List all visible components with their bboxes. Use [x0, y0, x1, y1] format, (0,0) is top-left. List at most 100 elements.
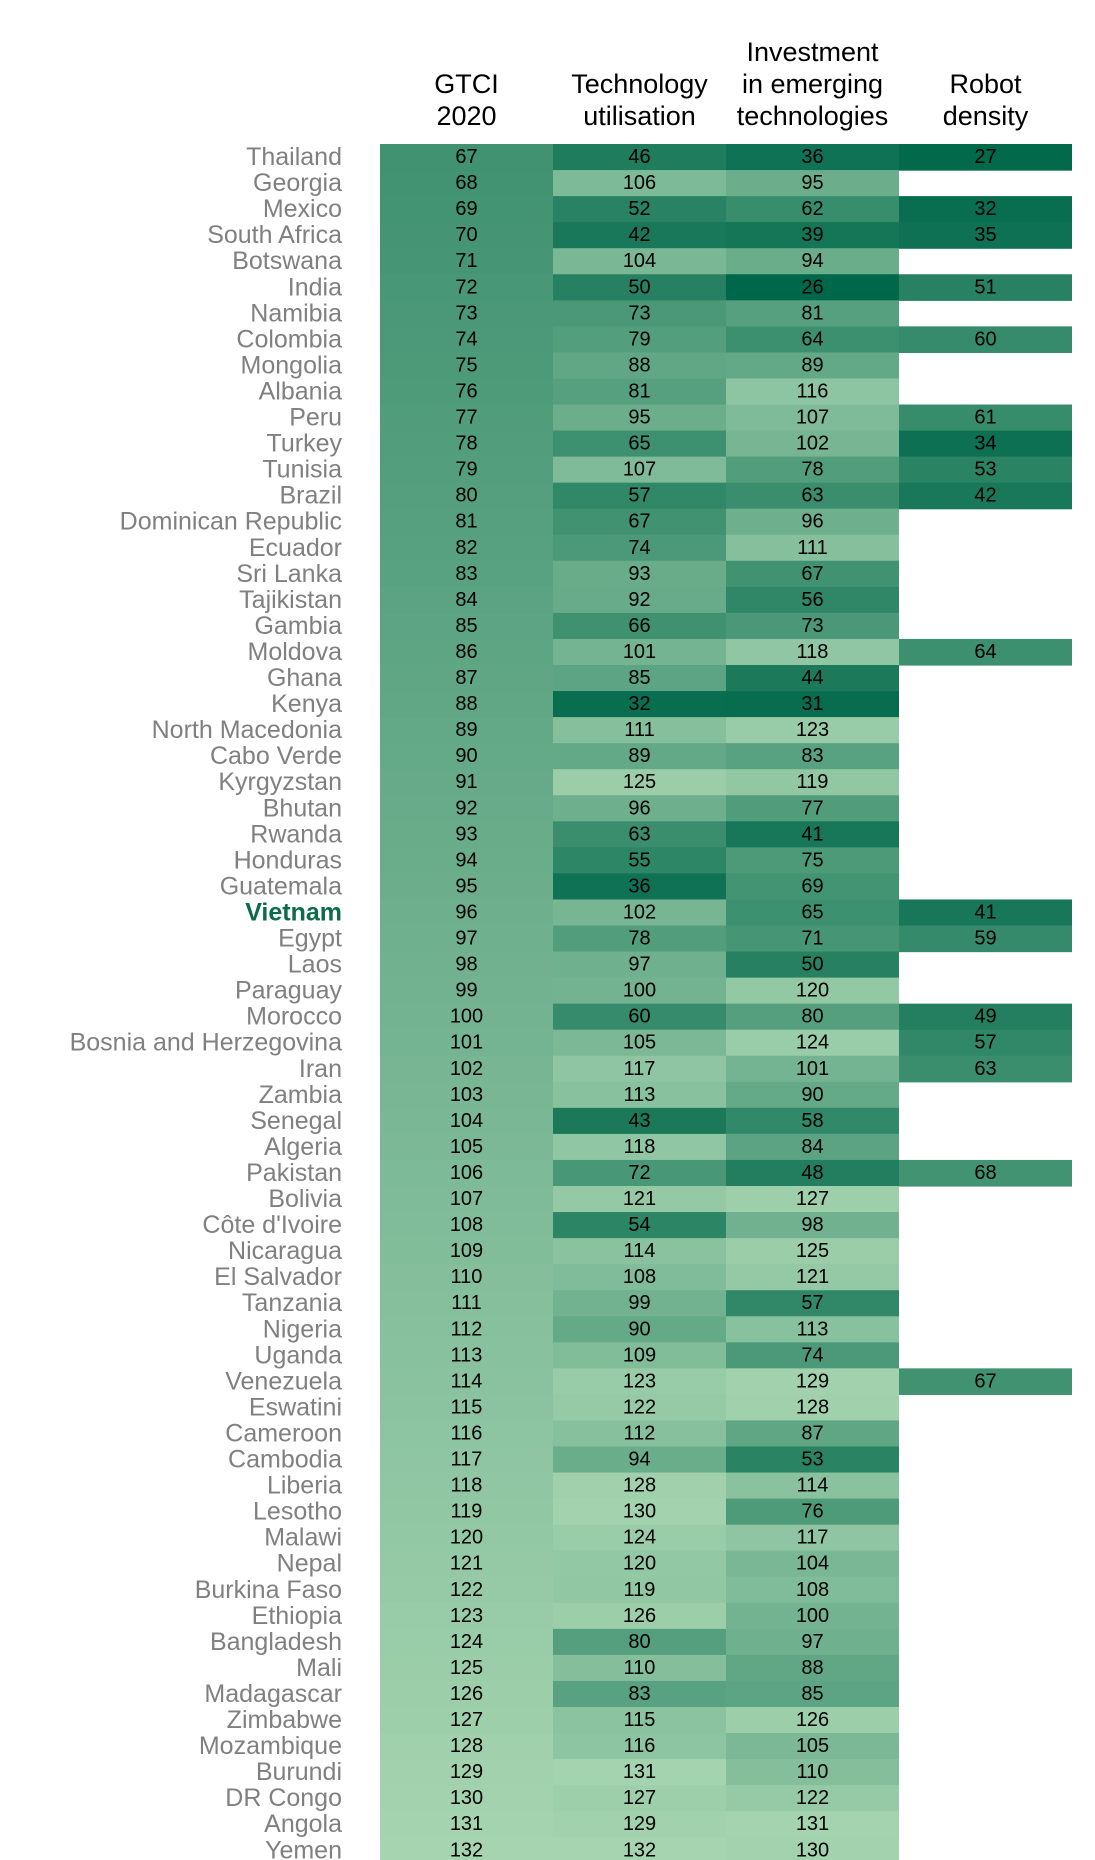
heat-cell-inv [726, 1811, 899, 1838]
country-label: Uganda [254, 1341, 342, 1369]
cell-value-robot: 27 [974, 146, 996, 168]
cell-value-inv: 98 [801, 1214, 823, 1236]
country-label: Rwanda [250, 820, 342, 848]
heat-cell-inv [726, 1029, 899, 1057]
cell-value-inv: 48 [801, 1162, 823, 1184]
heat-cell-inv [726, 1576, 899, 1604]
cell-value-tech: 111 [624, 719, 654, 741]
heat-cell-gtci [380, 508, 553, 536]
table-row: Ghana 87 85 44 [267, 664, 899, 692]
cell-value-tech: 123 [623, 1370, 656, 1392]
heat-cell-inv [726, 925, 899, 953]
cell-value-gtci: 84 [455, 589, 477, 611]
cell-value-robot: 63 [974, 1058, 996, 1080]
heat-cell-tech [553, 1785, 726, 1812]
country-label: Tajikistan [239, 586, 342, 614]
heat-cell-tech [553, 456, 726, 484]
table-row: Liberia 118 128 114 [267, 1472, 899, 1500]
cell-value-inv: 53 [801, 1449, 823, 1471]
table-row: Paraguay 99 100 120 [235, 977, 899, 1005]
heat-cell-tech [553, 1029, 726, 1057]
cell-value-inv: 76 [801, 1501, 823, 1523]
heat-cell-gtci [380, 1003, 553, 1031]
column-header-line: 2020 [436, 101, 496, 131]
cell-value-gtci: 100 [450, 1006, 483, 1028]
heat-cell-gtci [380, 1811, 553, 1838]
heat-cell-inv [726, 977, 899, 1005]
cell-value-tech: 121 [623, 1188, 656, 1210]
table-row: Burundi 129 131 110 [256, 1758, 899, 1786]
cell-value-inv: 131 [796, 1813, 829, 1835]
country-label: Tunisia [262, 456, 342, 484]
cell-value-gtci: 71 [455, 250, 477, 272]
table-row: Venezuela 114 123 129 67 [225, 1367, 1072, 1395]
heat-cell-tech [553, 378, 726, 406]
cell-value-tech: 90 [628, 1318, 650, 1340]
heat-cell-robot [899, 274, 1072, 301]
heat-cell-inv [726, 1081, 899, 1109]
cell-value-tech: 60 [628, 1006, 650, 1028]
cell-value-gtci: 94 [455, 849, 477, 871]
heat-cell-tech [553, 1055, 726, 1083]
country-label: Malawi [264, 1524, 342, 1552]
cell-value-gtci: 89 [455, 719, 477, 741]
country-label: Morocco [246, 1003, 342, 1031]
column-header-line: in emerging [742, 69, 883, 99]
heat-cell-robot [899, 1003, 1072, 1031]
country-label: Bhutan [263, 794, 342, 822]
cell-value-inv: 77 [801, 797, 823, 819]
heat-cell-inv [726, 1368, 899, 1395]
cell-value-inv: 101 [796, 1058, 829, 1080]
cell-value-tech: 131 [623, 1761, 656, 1783]
table-row: Colombia 74 79 64 60 [236, 325, 1072, 353]
heat-cell-tech [553, 534, 726, 562]
heat-cell-tech [553, 821, 726, 848]
heat-cell-inv [726, 1524, 899, 1552]
country-label: Mongolia [241, 351, 343, 379]
cell-value-inv: 110 [797, 1761, 829, 1783]
cell-value-gtci: 104 [450, 1110, 483, 1132]
cell-value-tech: 94 [628, 1449, 650, 1471]
cell-value-inv: 117 [797, 1527, 829, 1549]
cell-value-tech: 72 [628, 1162, 650, 1184]
country-label: Senegal [250, 1107, 342, 1135]
cell-value-inv: 100 [796, 1605, 829, 1627]
heat-cell-tech [553, 1654, 726, 1682]
cell-value-gtci: 67 [455, 146, 477, 168]
table-row: Honduras 94 55 75 [234, 846, 899, 874]
heat-cell-robot [899, 925, 1072, 953]
heat-cell-gtci [380, 717, 553, 744]
heat-cell-inv [726, 1733, 899, 1760]
heat-cell-gtci [380, 743, 553, 770]
cell-value-inv: 104 [796, 1553, 829, 1575]
cell-value-inv: 74 [801, 1344, 823, 1366]
cell-value-inv: 126 [796, 1709, 829, 1731]
cell-value-inv: 129 [796, 1370, 829, 1392]
heat-cell-gtci [380, 1602, 553, 1630]
heat-cell-tech [553, 1524, 726, 1552]
country-label: Dominican Republic [120, 508, 342, 536]
cell-value-tech: 124 [623, 1527, 656, 1549]
heat-cell-tech [553, 404, 726, 432]
cell-value-tech: 52 [628, 198, 650, 220]
cell-value-robot: 51 [974, 276, 996, 298]
heat-cell-tech [553, 1628, 726, 1656]
cell-value-gtci: 88 [455, 693, 477, 715]
cell-value-inv: 80 [801, 1006, 823, 1028]
country-label: DR Congo [225, 1784, 342, 1812]
cell-value-inv: 41 [801, 823, 823, 845]
cell-value-tech: 130 [623, 1501, 656, 1523]
cell-value-gtci: 102 [450, 1058, 483, 1080]
heat-cell-inv [726, 508, 899, 536]
cell-value-inv: 127 [796, 1188, 829, 1210]
cell-value-gtci: 124 [450, 1631, 483, 1653]
column-header-line: Investment [746, 37, 879, 67]
table-row: Sri Lanka 83 93 67 [236, 560, 899, 588]
heat-cell-tech [553, 1186, 726, 1213]
heat-cell-gtci [380, 873, 553, 901]
table-row: Mozambique 128 116 105 [199, 1732, 899, 1760]
cell-value-gtci: 68 [455, 172, 477, 194]
heat-cell-tech [553, 1394, 726, 1422]
